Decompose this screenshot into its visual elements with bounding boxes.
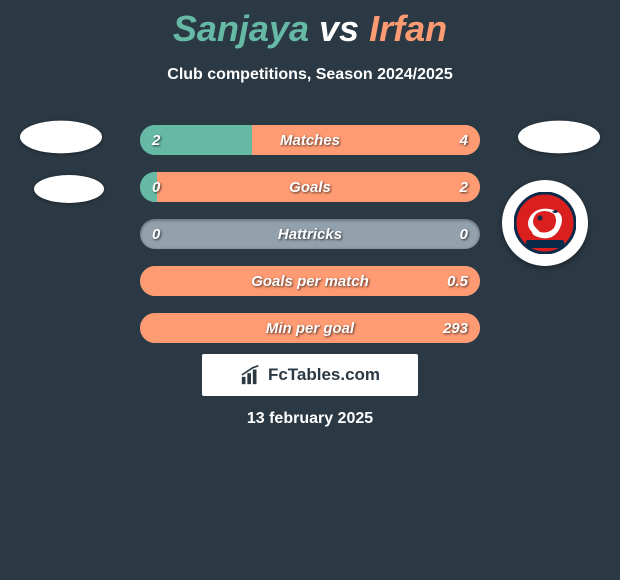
logo-text: FcTables.com (268, 365, 380, 385)
stat-right-value: 4 (448, 125, 480, 155)
stat-bar: Min per goal293 (140, 313, 480, 343)
fctables-logo[interactable]: FcTables.com (202, 354, 418, 396)
player2-avatar (518, 121, 600, 154)
stat-bar: Goals0 2 (140, 172, 480, 202)
vs-text: vs (319, 8, 359, 49)
stat-label: Min per goal (140, 313, 480, 343)
date-text: 13 february 2025 (0, 410, 620, 428)
stat-left-value (140, 313, 164, 343)
player1-avatar (20, 121, 102, 154)
stat-left-value: 0 (140, 219, 172, 249)
stat-label: Goals per match (140, 266, 480, 296)
club-badge-icon (514, 192, 576, 254)
stat-bar: Matches2 4 (140, 125, 480, 155)
stat-left-value (140, 266, 164, 296)
stat-bar: Goals per match0.5 (140, 266, 480, 296)
stat-right-value: 0.5 (435, 266, 480, 296)
stat-right-value: 0 (448, 219, 480, 249)
stats-bars: Matches24Goals02Hattricks00Goals per mat… (140, 125, 480, 360)
stat-right-value: 293 (431, 313, 480, 343)
player2-club-logo (502, 180, 588, 266)
stat-right-value: 2 (448, 172, 480, 202)
player2-name: Irfan (369, 8, 447, 49)
stat-left-value: 0 (140, 172, 172, 202)
competition-subtitle: Club competitions, Season 2024/2025 (0, 66, 620, 84)
stat-label: Matches (140, 125, 480, 155)
comparison-title: Sanjaya vs Irfan (0, 0, 620, 50)
stat-label: Hattricks (140, 219, 480, 249)
chart-icon (240, 364, 262, 386)
player1-club-logo (34, 175, 104, 203)
stat-left-value: 2 (140, 125, 172, 155)
player1-name: Sanjaya (173, 8, 309, 49)
stat-label: Goals (140, 172, 480, 202)
stat-bar: Hattricks0 0 (140, 219, 480, 249)
